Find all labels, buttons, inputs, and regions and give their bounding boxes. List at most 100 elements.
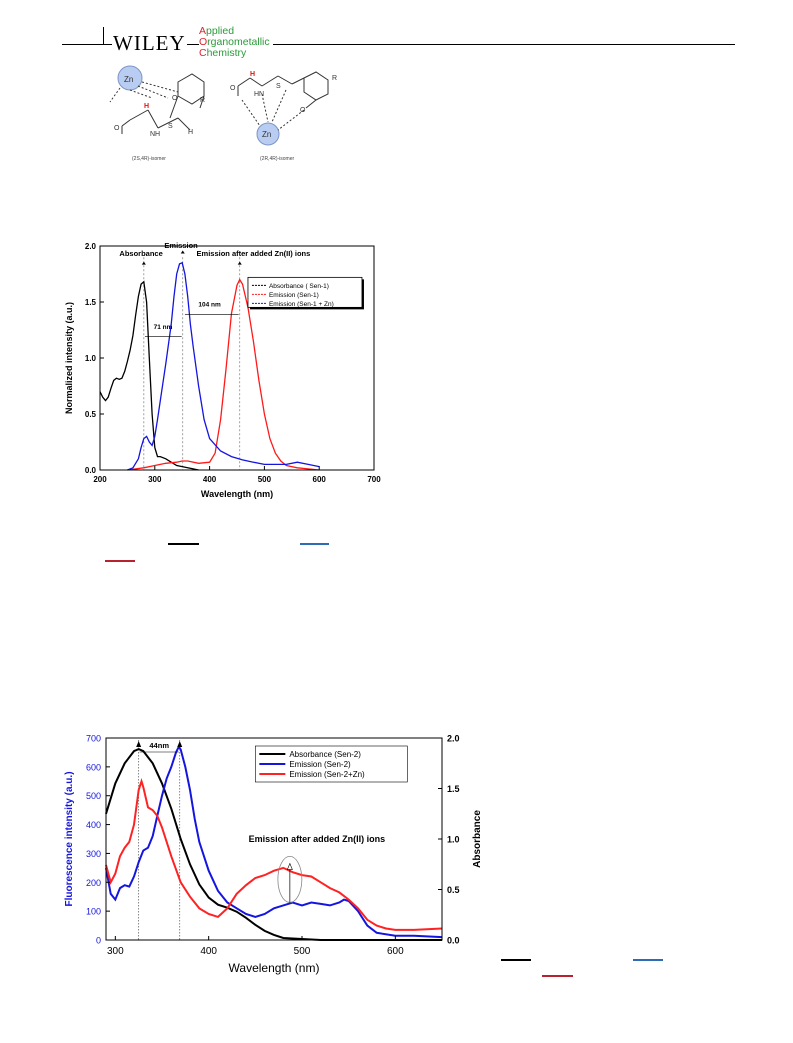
- up-arrow: [177, 741, 183, 747]
- annotation-44nm: 44nm: [149, 741, 169, 750]
- y2-tick-label: 0.5: [447, 885, 460, 895]
- r-label-left: R: [200, 97, 205, 104]
- legend-box: [247, 276, 363, 308]
- chart-sen2-y2label: Absorbance: [472, 810, 483, 868]
- right-isomer: [237, 71, 329, 146]
- h-label-left: H: [144, 103, 149, 110]
- chart-sen2-legend: Absorbance (Sen-2)Emission (Sen-2)Emissi…: [255, 745, 408, 783]
- s-label-left: S: [168, 123, 173, 130]
- x-tick-label: 200: [93, 475, 107, 484]
- isomer-scheme: Zn O R H S NH H O (2S,4R)-isomer H O HN …: [109, 65, 337, 162]
- zn-label-right: Zn: [262, 130, 271, 139]
- series-line-2: [105, 777, 443, 931]
- zn-label-left: Zn: [124, 75, 133, 84]
- chart-sen2-ticks: 300 400 500 600 0 100 200 300 400 500 600 700 0.0 0.5…: [86, 734, 460, 958]
- journal-name: Applied Organometallic Chemistry: [199, 26, 273, 59]
- s-label-right: S: [276, 83, 281, 90]
- series-line-1: [105, 744, 443, 939]
- up-arrow: [180, 250, 185, 254]
- left-isomer: [109, 65, 205, 134]
- legend-swatch-blue-2: [633, 959, 663, 961]
- up-arrow: [141, 261, 146, 265]
- chart-sen2-xlabel: Wavelength (nm): [229, 961, 320, 975]
- x-tick-label: 300: [148, 475, 162, 484]
- y-tick-label: 300: [86, 849, 101, 859]
- y2-tick-label: 2.0: [447, 734, 460, 744]
- journal-line-2: Organometallic: [199, 36, 270, 48]
- nh-label-left: NH: [150, 131, 160, 138]
- legend-swatch-black-2: [501, 959, 531, 961]
- hn-label-right: HN: [254, 91, 264, 98]
- legend-entry: Emission (Sen-1): [269, 292, 319, 299]
- x-tick-label: 500: [294, 946, 311, 957]
- series-line-1: [127, 278, 320, 471]
- legend-entry: Emission (Sen-1 + Zn): [269, 301, 334, 308]
- y-tick-label: 1.0: [85, 354, 97, 363]
- legend-swatch-red-1: [105, 560, 135, 562]
- legend-entry: Absorbance ( Sen-1): [269, 283, 329, 290]
- legend-entry: Emission (Sen-2+Zn): [289, 770, 365, 779]
- x-tick-label: 600: [387, 946, 404, 957]
- zn-ion-right: [256, 122, 280, 146]
- o2-label-right: O: [300, 107, 306, 114]
- o-label-left: O: [172, 95, 178, 102]
- o-label-right: O: [230, 85, 236, 92]
- y-tick-label: 700: [86, 734, 101, 744]
- y-tick-label: 200: [86, 878, 101, 888]
- annotation-emission-zn: Emission after added Zn(II) ions: [249, 834, 386, 844]
- x-tick-label: 500: [258, 475, 272, 484]
- annotation-emission: Emission: [164, 241, 198, 250]
- y-tick-label: 100: [86, 907, 101, 917]
- r-label-right: R: [332, 75, 337, 82]
- y-tick-label: 400: [86, 820, 101, 830]
- legend-swatch-black-1: [168, 543, 199, 545]
- y2-tick-label: 1.5: [447, 784, 460, 794]
- journal-line-1: Applied: [199, 25, 235, 37]
- series-line-2: [127, 261, 320, 471]
- header-tick: [103, 27, 104, 44]
- h-label-right: H: [250, 71, 255, 78]
- chart-sen1-ylabel: Normalized intensity (a.u.): [64, 302, 74, 414]
- chart-sen2-ylabel: Fluorescence intensity (a.u.): [64, 771, 75, 906]
- series-line-0: [105, 748, 442, 941]
- publisher-logo: WILEY: [112, 31, 187, 56]
- y2-tick-label: 0.0: [447, 936, 460, 946]
- y-tick-label: 2.0: [85, 242, 97, 251]
- chart-sen1-plot: [99, 257, 320, 471]
- x-tick-label: 400: [203, 475, 217, 484]
- chart-sen2: 300 400 500 600 0 100 200 300 400 500 600 700 0.0 0.5…: [64, 734, 483, 976]
- y2-tick-label: 1.0: [447, 835, 460, 845]
- legend-entry: Emission (Sen-2): [289, 760, 351, 769]
- annotation-71nm: 71 nm: [154, 324, 173, 331]
- legend-swatch-blue-1: [300, 543, 329, 545]
- y-tick-label: 500: [86, 791, 101, 801]
- x-tick-label: 600: [313, 475, 327, 484]
- journal-line-3: Chemistry: [199, 47, 247, 59]
- x-tick-label: 700: [367, 475, 381, 484]
- y-tick-label: 600: [86, 762, 101, 772]
- y-tick-label: 0.0: [85, 466, 97, 475]
- chart-sen2-annotations: 44nm Emission after added Zn(II) ions: [136, 741, 386, 903]
- y-tick-label: 1.5: [85, 298, 97, 307]
- legend-entry: Absorbance (Sen-2): [289, 750, 361, 759]
- h2-label-left: H: [188, 129, 193, 136]
- up-arrow: [237, 261, 242, 265]
- annotation-emission-zn: Emission after added Zn(II) ions: [197, 249, 311, 258]
- chart-sen1: 200 300 400 500 600 700 0.0 0.5 1.0 1.5 2.0 Wavele…: [64, 241, 381, 499]
- x-tick-label: 400: [200, 946, 217, 957]
- y-tick-label: 0.5: [85, 410, 97, 419]
- right-isomer-caption: (2R,4R)-isomer: [260, 156, 295, 162]
- annotation-104nm: 104 nm: [198, 301, 221, 308]
- left-isomer-caption: (2S,4R)-isomer: [132, 156, 166, 162]
- legend-swatch-red-2: [542, 975, 573, 977]
- x-tick-label: 300: [107, 946, 124, 957]
- chart-sen1-ticks: 200 300 400 500 600 700 0.0 0.5 1.0 1.5 2.0: [85, 242, 381, 484]
- up-arrow: [136, 741, 142, 747]
- chart-sen1-legend: Absorbance ( Sen-1) Emission (Sen-1) Emiss…: [247, 276, 364, 310]
- header-rule: [62, 44, 735, 45]
- up-arrow: [286, 862, 293, 870]
- chart-sen2-plot: [105, 740, 443, 941]
- annotation-absorbance: Absorbance: [119, 249, 162, 258]
- o2-label-left: O: [114, 125, 120, 132]
